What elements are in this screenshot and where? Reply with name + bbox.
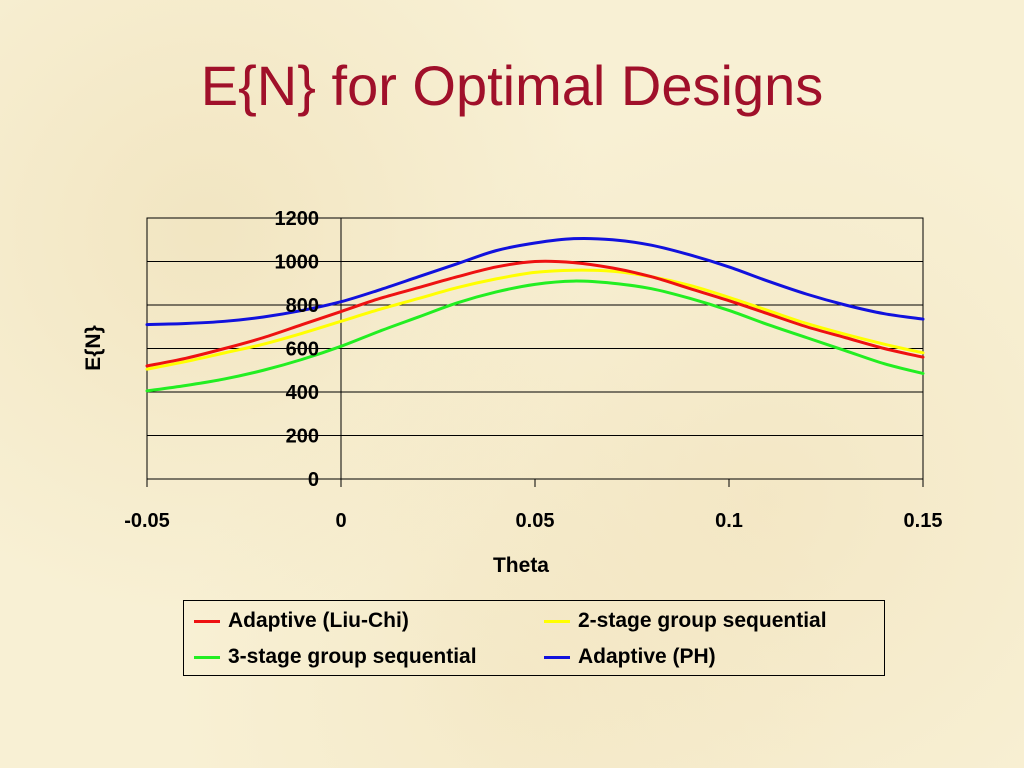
series-line — [145, 259, 925, 368]
y-tick-label: 600 — [286, 339, 319, 361]
x-tick-label: 0.1 — [715, 510, 743, 532]
legend-label: Adaptive (Liu-Chi) — [228, 609, 409, 632]
y-tick-label: 1200 — [275, 208, 320, 230]
legend-item: 3-stage group sequential — [194, 645, 477, 669]
tick-labels: 0 200 400 600 800 1000 1200 -0.05 0 0.05 0.1 0.15 — [124, 208, 942, 532]
series-line — [145, 279, 925, 393]
legend-item: Adaptive (PH) — [544, 645, 716, 669]
series-lines — [145, 236, 925, 393]
y-axis-label: E{N} — [82, 325, 105, 371]
legend-label: 3-stage group sequential — [228, 645, 477, 668]
legend-item: Adaptive (Liu-Chi) — [194, 609, 409, 633]
x-axis-label: Theta — [493, 554, 549, 577]
legend-label: 2-stage group sequential — [578, 609, 827, 632]
axes — [146, 217, 924, 487]
y-tick-label: 200 — [286, 426, 319, 448]
grid-lines — [147, 217, 923, 480]
x-tick-label: 0.15 — [904, 510, 943, 532]
x-tick-label: -0.05 — [124, 510, 170, 532]
series-line — [145, 268, 925, 371]
legend-item: 2-stage group sequential — [544, 609, 827, 633]
x-tick-label: 0 — [335, 510, 346, 532]
series-line — [145, 236, 925, 327]
y-tick-label: 400 — [286, 382, 319, 404]
legend-swatch — [194, 619, 220, 623]
y-tick-label: 1000 — [275, 252, 320, 274]
legend-label: Adaptive (PH) — [578, 645, 716, 668]
x-tick-label: 0.05 — [516, 510, 555, 532]
slide-title: E{N} for Optimal Designs — [200, 54, 824, 117]
legend-swatch — [544, 655, 570, 659]
legend: Adaptive (Liu-Chi) 2-stage group sequent… — [183, 600, 885, 676]
y-tick-label: 0 — [308, 469, 319, 491]
legend-swatch — [544, 619, 570, 623]
y-tick-label: 800 — [286, 295, 319, 317]
legend-swatch — [194, 655, 220, 659]
